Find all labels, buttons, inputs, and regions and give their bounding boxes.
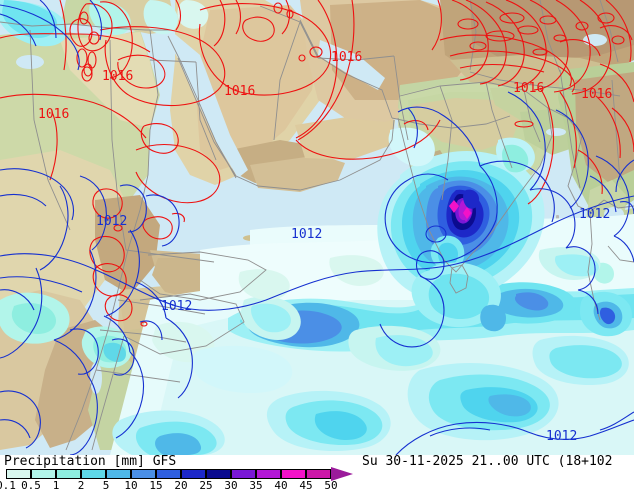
- lake-nasser: [16, 55, 44, 69]
- color-scale-tick-35: 35: [249, 479, 263, 490]
- color-scale-tick-5: 5: [102, 479, 110, 490]
- isobars-high: [0, 0, 634, 327]
- precip-scattered-south: [112, 247, 629, 455]
- color-scale-tick-40: 40: [274, 479, 288, 490]
- color-scale-band-1: [56, 469, 81, 479]
- precip-peak-diamond-a: [449, 200, 459, 213]
- color-scale-tick-15: 15: [149, 479, 163, 490]
- land-oman: [295, 115, 395, 160]
- color-scale-band-5: [106, 469, 131, 479]
- precip-secondary-core: [463, 189, 480, 209]
- precip-ne-arabian-faint: [388, 127, 435, 167]
- color-scale-band-45: [306, 469, 331, 479]
- color-scale-tick-2: 2: [77, 479, 85, 490]
- lake-tibet: [583, 34, 607, 46]
- color-scale-band-25: [206, 469, 231, 479]
- map-canvas: [0, 0, 634, 455]
- precip-peak-diamond-c: [463, 207, 471, 219]
- precip-sri-lanka-e: [480, 304, 506, 332]
- color-scale-band-2: [81, 469, 106, 479]
- precip-mediterranean-2: [2, 0, 58, 38]
- precip-somalia-coast-2: [250, 303, 291, 333]
- color-scale-tick-0.5: 0.5: [21, 479, 41, 490]
- color-scale-tick-30: 30: [224, 479, 238, 490]
- precipitation-field: [0, 0, 634, 455]
- red-sea: [164, 30, 248, 178]
- color-scale-tick-1: 1: [52, 479, 60, 490]
- color-scale-band-40: [281, 469, 306, 479]
- color-scale-overflow-arrow: [331, 467, 353, 481]
- color-scale-band-20: [181, 469, 206, 479]
- isobars-low: [0, 0, 634, 455]
- land-yemen: [250, 155, 345, 192]
- lake-tanganyika: [90, 362, 102, 394]
- color-scale-band-30: [231, 469, 256, 479]
- color-scale-band-15: [156, 469, 181, 479]
- legend-panel: Precipitation [mm] GFS 0.10.512510152025…: [0, 454, 634, 490]
- color-scale-tick-45: 45: [299, 479, 313, 490]
- land-myanmar-highlands: [575, 72, 634, 182]
- color-scale-bar: [6, 469, 331, 479]
- legend-title: Precipitation [mm] GFS: [4, 454, 177, 469]
- precip-iraq: [177, 0, 209, 29]
- precip-east-africa-2: [11, 303, 57, 334]
- land-egypt: [60, 32, 158, 128]
- persian-gulf: [318, 40, 385, 90]
- color-scale-band-0.1: [6, 469, 31, 479]
- color-scale-band-35: [256, 469, 281, 479]
- precip-andaman-core: [599, 307, 616, 325]
- color-scale-band-0.5: [31, 469, 56, 479]
- precip-east-cluster-dark: [514, 292, 549, 311]
- color-scale-band-10: [131, 469, 156, 479]
- color-scale-tick-20: 20: [174, 479, 188, 490]
- land-india-north-plain: [412, 98, 520, 150]
- color-scale-tick-25: 25: [199, 479, 213, 490]
- valid-time-stamp: Su 30-11-2025 21..00 UTC (18+102: [362, 454, 613, 469]
- precip-east-india-coast-2: [502, 144, 529, 173]
- color-scale-tick-50: 50: [324, 479, 338, 490]
- precip-syria: [143, 0, 178, 35]
- color-scale-tick-10: 10: [124, 479, 138, 490]
- precipitation-map[interactable]: 1016 1016 1016 1016 1016 1016 1012 1012 1012 1012…: [0, 0, 634, 455]
- river-delta-water: [546, 128, 566, 136]
- color-scale-tick-0.1: 0.1: [0, 479, 16, 490]
